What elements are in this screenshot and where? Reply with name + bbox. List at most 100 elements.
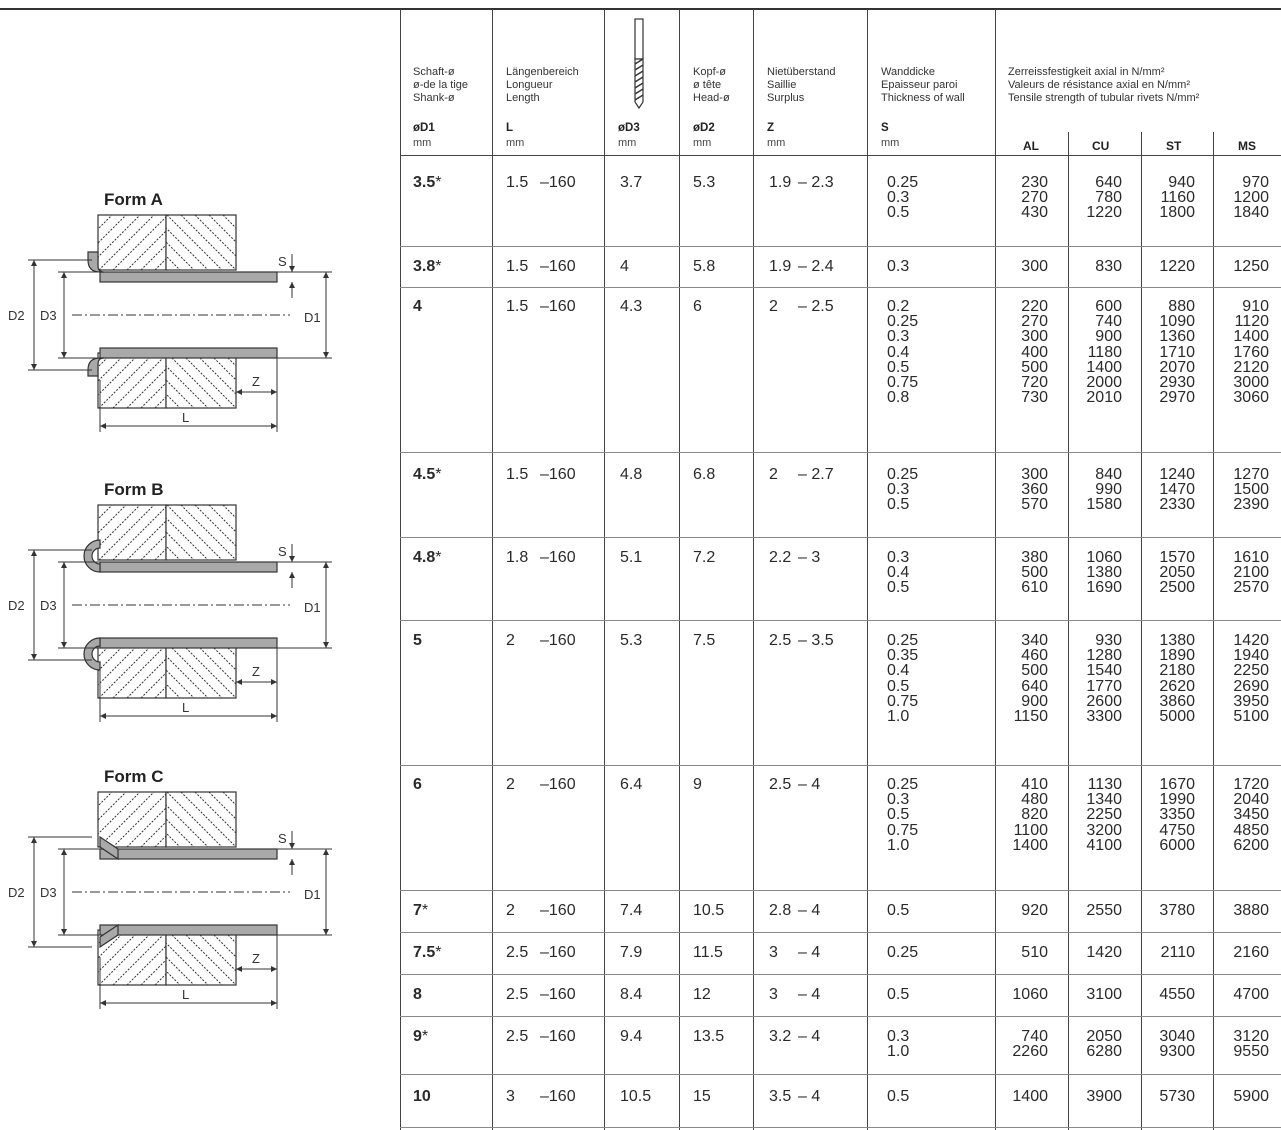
cell-d3: 5.3 <box>620 632 643 649</box>
cell-length-max: –160 <box>540 1028 576 1045</box>
cell-al: 300 <box>1021 328 1048 346</box>
cell-z-max: – 2.7 <box>798 466 834 483</box>
cell-st: 2070 <box>1159 358 1195 376</box>
cell-st: 1570 <box>1159 549 1195 566</box>
cell-wall-thickness: 0.3 <box>887 549 910 566</box>
cell-wall-thickness: 0.5 <box>887 806 910 824</box>
cell-al: 430 <box>1021 204 1048 222</box>
workpiece-block <box>97 791 167 848</box>
dimension-label-s: S <box>278 254 287 269</box>
cell-ms: 2390 <box>1233 496 1269 514</box>
cell-d3: 7.9 <box>620 944 643 961</box>
cell-length-min: 1.5 <box>506 466 529 483</box>
cell-st: 1240 <box>1159 466 1195 483</box>
cell-d2: 15 <box>693 1088 711 1105</box>
cell-z-max: – 4 <box>798 1028 821 1045</box>
d1-value: 4 <box>413 298 422 315</box>
cell-wall-thickness: 0.4 <box>887 564 910 582</box>
column-divider <box>679 9 680 1130</box>
cell-d2: 10.5 <box>693 902 725 919</box>
cell-length-max: –160 <box>540 549 576 566</box>
cell-cu: 1540 <box>1086 662 1122 680</box>
cell-z-min: 3 <box>769 944 778 961</box>
cell-d1: 10 <box>413 1089 431 1105</box>
cell-al: 640 <box>1021 677 1048 695</box>
cell-length-min: 2 <box>506 776 515 793</box>
cell-wall-thickness: 0.5 <box>887 358 910 376</box>
cell-d3: 9.4 <box>620 1028 643 1045</box>
column-divider <box>604 9 605 1130</box>
cell-wall-thickness: 0.25 <box>887 944 919 961</box>
cell-cu: 1380 <box>1086 564 1122 582</box>
cell-z-min: 2.5 <box>769 776 792 793</box>
cell-wall-thickness: 0.5 <box>887 677 910 695</box>
cell-wall-thickness: 0.5 <box>887 1088 910 1105</box>
dimension-label-l: L <box>182 410 189 425</box>
cell-z-max: – 4 <box>798 986 821 1003</box>
cell-wall-thickness: 0.25 <box>887 466 919 483</box>
row-separator <box>400 1016 1281 1017</box>
cell-z-max: – 3 <box>798 549 821 566</box>
material-cu: CU <box>1092 139 1110 153</box>
cell-al: 1400 <box>1012 1088 1048 1105</box>
cell-ms: 2250 <box>1233 662 1269 680</box>
cell-d2: 6.8 <box>693 466 716 483</box>
cell-wall-thickness: 0.25 <box>887 313 919 331</box>
cell-wall-thickness: 0.4 <box>887 343 910 361</box>
cell-al: 610 <box>1021 579 1048 597</box>
cell-d3: 6.4 <box>620 776 643 793</box>
cell-cu: 1220 <box>1086 204 1122 222</box>
unit-label: mm <box>693 137 712 149</box>
d1-value: 8 <box>413 986 422 1003</box>
cell-cu: 3100 <box>1086 986 1122 1003</box>
cell-cu: 2600 <box>1086 692 1122 710</box>
cell-ms: 1500 <box>1233 481 1269 499</box>
symbol-z: Z <box>767 122 775 134</box>
cell-ms: 2100 <box>1233 564 1269 582</box>
cell-cu: 2050 <box>1086 1028 1122 1045</box>
asterisk-mark: * <box>435 944 442 961</box>
cell-cu: 930 <box>1095 632 1122 649</box>
cell-st: 940 <box>1168 174 1195 191</box>
cell-cu: 4100 <box>1086 836 1122 854</box>
d1-value: 4.5 <box>413 466 436 483</box>
cell-length-max: –160 <box>540 258 576 275</box>
cell-d1: 8 <box>413 987 422 1003</box>
column-divider <box>995 9 996 1130</box>
cell-st: 2110 <box>1160 944 1195 961</box>
header-d1: Schaft-ø ø-de la tige Shank-ø <box>413 66 469 104</box>
cell-z-max: – 2.4 <box>798 258 834 275</box>
cell-ms: 5100 <box>1233 708 1269 725</box>
cell-al: 380 <box>1021 549 1048 566</box>
unit-label: mm <box>881 137 900 149</box>
form-c-drawing: D2 D3 D1 S Z L <box>8 791 332 1009</box>
cell-wall-thickness: 0.4 <box>887 662 910 680</box>
cell-d3: 7.4 <box>620 902 643 919</box>
cell-d1: 7* <box>413 903 428 919</box>
cell-al: 820 <box>1021 806 1048 824</box>
cell-ms: 9550 <box>1233 1043 1269 1061</box>
rivet-wall <box>99 271 278 283</box>
cell-d2: 7.2 <box>693 549 716 566</box>
cell-wall-thickness: 0.3 <box>887 481 910 499</box>
cell-ms: 3000 <box>1233 374 1269 391</box>
cell-al: 410 <box>1021 776 1048 793</box>
dimension-label-l: L <box>182 700 189 715</box>
cell-wall-thickness: 0.3 <box>887 258 910 275</box>
cell-length-max: –160 <box>540 632 576 649</box>
d1-value: 7.5 <box>413 944 436 961</box>
cell-length-min: 3 <box>506 1088 515 1105</box>
cell-st: 4550 <box>1159 986 1195 1003</box>
cell-al: 1060 <box>1012 986 1048 1003</box>
dimension-label-z: Z <box>252 664 260 679</box>
cell-d3: 5.1 <box>620 549 643 566</box>
unit-label: mm <box>767 137 786 149</box>
asterisk-mark: * <box>435 549 442 566</box>
symbol-d1: øD1 <box>413 122 435 134</box>
cell-cu: 3200 <box>1086 821 1122 839</box>
rivet-head <box>87 357 105 377</box>
cell-d1: 6 <box>413 777 422 793</box>
header-strength: Zerreissfestigkeit axial in N/mm² Valeurs… <box>1008 66 1200 104</box>
cell-st: 1220 <box>1159 258 1195 275</box>
cell-wall-thickness: 0.75 <box>887 821 919 839</box>
